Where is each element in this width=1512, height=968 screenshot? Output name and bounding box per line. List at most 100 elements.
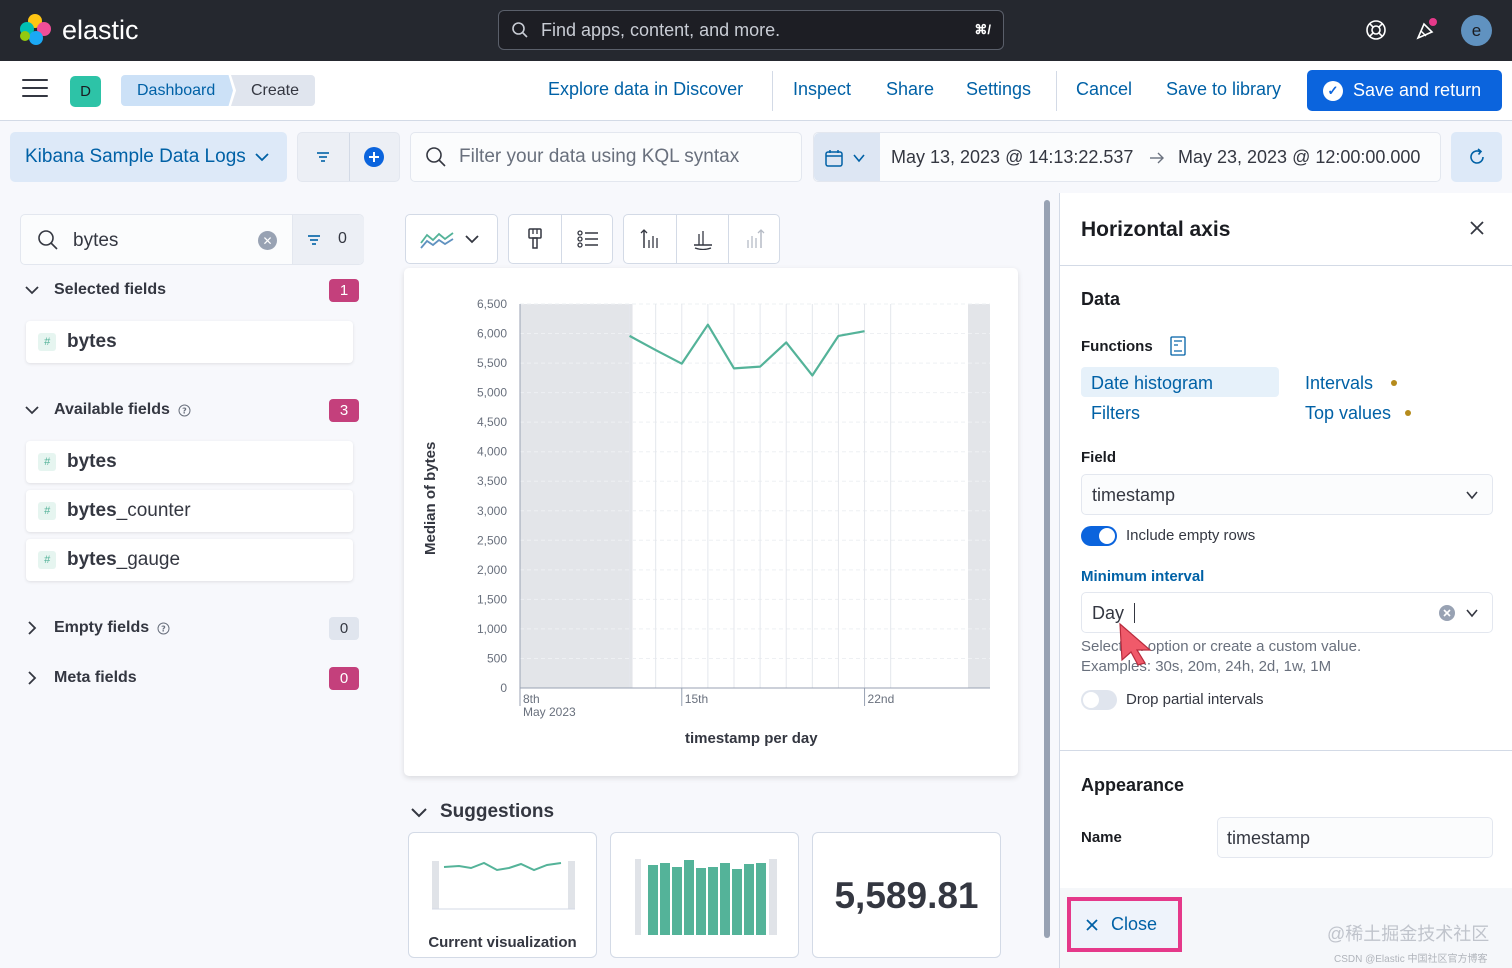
suggestion-bar-chart[interactable]: [610, 832, 799, 958]
clear-search-icon[interactable]: ✕: [258, 231, 277, 250]
help-icon[interactable]: [1360, 14, 1392, 46]
flyout-footer: Close: [1060, 888, 1512, 968]
field-select[interactable]: timestamp: [1081, 474, 1493, 515]
divider: [1060, 750, 1512, 751]
field-type-filter[interactable]: 0: [292, 215, 364, 264]
field-search-value: bytes: [73, 230, 119, 251]
available-fields-count: 3: [329, 399, 359, 422]
search-icon: [38, 230, 58, 250]
user-avatar[interactable]: e: [1461, 15, 1492, 46]
field-item-bytes-gauge[interactable]: # bytes_gauge: [26, 539, 353, 581]
metric-value: 5,589.81: [834, 875, 979, 916]
check-icon: ✓: [1323, 80, 1343, 101]
field-name: bytes: [67, 451, 117, 472]
bottom-axis-button[interactable]: [677, 215, 729, 263]
field-item-bytes-counter[interactable]: # bytes_counter: [26, 490, 353, 532]
selected-fields-toggle[interactable]: Selected fields: [24, 281, 166, 299]
date-range-picker: May 13, 2023 @ 14:13:22.537 May 23, 2023…: [813, 132, 1441, 182]
legend-options-button[interactable]: [562, 215, 614, 263]
app-bar: D Dashboard Create Explore data in Disco…: [0, 61, 1512, 121]
minimum-interval-combobox[interactable]: Day: [1081, 592, 1493, 633]
left-axis-icon: [640, 229, 658, 248]
breadcrumb-dashboard[interactable]: Dashboard: [121, 75, 233, 106]
suggestion-current[interactable]: Current visualization: [408, 832, 597, 958]
hamburger-menu-icon[interactable]: [22, 79, 48, 103]
settings-link[interactable]: Settings: [966, 79, 1032, 99]
global-search-input[interactable]: Find apps, content, and more. ⌘/: [498, 10, 1004, 50]
elastic-logo-icon: [20, 14, 52, 46]
meta-fields-count: 0: [329, 667, 359, 690]
news-feed-icon[interactable]: [1410, 14, 1442, 46]
calendar-icon: [825, 150, 843, 167]
incompatible-dot: [1405, 410, 1411, 416]
refresh-button[interactable]: [1451, 132, 1502, 182]
functions-label: Functions: [1081, 338, 1153, 355]
divider: [1060, 265, 1512, 266]
watermark-text: @稀土掘金技术社区: [1327, 924, 1490, 944]
inspect-link[interactable]: Inspect: [793, 79, 852, 99]
elastic-logo[interactable]: elastic: [20, 14, 139, 46]
save-to-library-link[interactable]: Save to library: [1166, 79, 1282, 99]
date-end[interactable]: May 23, 2023 @ 12:00:00.000: [1178, 147, 1421, 167]
function-filters[interactable]: Filters: [1091, 403, 1140, 423]
svg-text:?: ?: [182, 406, 187, 415]
search-icon: [512, 22, 528, 38]
space-avatar[interactable]: D: [70, 76, 101, 107]
filter-icon[interactable]: [316, 151, 330, 163]
data-view-picker[interactable]: Kibana Sample Data Logs: [10, 132, 287, 182]
workspace-scrollbar[interactable]: [1044, 200, 1050, 938]
meta-fields-toggle[interactable]: Meta fields: [24, 669, 137, 687]
date-start[interactable]: May 13, 2023 @ 14:13:22.537: [891, 147, 1134, 167]
suggestions-toggle[interactable]: Suggestions: [410, 801, 554, 823]
chevron-down-icon: [1466, 609, 1478, 618]
chart-type-switcher[interactable]: [405, 214, 498, 264]
share-link[interactable]: Share: [886, 79, 935, 99]
flyout-title: Horizontal axis: [1081, 218, 1231, 241]
field-item-bytes[interactable]: # bytes: [26, 441, 353, 483]
quick-date-menu[interactable]: [814, 133, 880, 181]
chart-panel: [404, 268, 1018, 776]
empty-fields-count: 0: [329, 617, 359, 640]
refresh-icon: [1469, 148, 1484, 164]
svg-text:?: ?: [161, 624, 166, 633]
clear-icon[interactable]: [1439, 605, 1455, 621]
chevron-down-icon: [25, 286, 39, 295]
visual-options-button[interactable]: [509, 215, 561, 263]
function-date-histogram[interactable]: Date histogram: [1091, 373, 1214, 393]
function-top-values[interactable]: Top values: [1305, 403, 1392, 423]
chevron-down-icon: [465, 235, 479, 244]
function-intervals[interactable]: Intervals: [1305, 373, 1374, 393]
name-input-value: timestamp: [1227, 828, 1311, 848]
field-label: Field: [1081, 449, 1117, 466]
suggestion-current-label: Current visualization: [428, 934, 577, 951]
field-search-input[interactable]: bytes ✕ 0: [20, 214, 364, 265]
selected-fields-count: 1: [329, 279, 359, 302]
left-axis-button[interactable]: [624, 215, 676, 263]
global-header: elastic Find apps, content, and more. ⌘/…: [0, 0, 1512, 61]
drop-partial-intervals-toggle[interactable]: [1081, 690, 1117, 710]
empty-fields-toggle[interactable]: Empty fields ?: [24, 619, 170, 637]
arrow-right-icon: [1150, 152, 1164, 164]
cancel-link[interactable]: Cancel: [1076, 79, 1133, 99]
line-chart-icon: [420, 232, 454, 249]
save-and-return-button[interactable]: ✓ Save and return: [1307, 70, 1502, 111]
search-icon: [426, 147, 446, 167]
suggestion-metric[interactable]: 5,589.81: [812, 832, 1001, 958]
right-axis-button: [729, 215, 781, 263]
add-filter-icon[interactable]: [364, 147, 384, 167]
info-icon: ?: [157, 622, 170, 634]
global-search-placeholder: Find apps, content, and more.: [541, 19, 781, 40]
number-field-type-icon: #: [38, 453, 56, 471]
explore-discover-link[interactable]: Explore data in Discover: [548, 79, 744, 99]
chevron-down-icon: [25, 406, 39, 415]
name-input[interactable]: timestamp: [1217, 817, 1493, 858]
close-icon[interactable]: [1468, 219, 1486, 237]
chevron-down-icon: [255, 153, 269, 162]
divider: [772, 71, 773, 111]
field-item-bytes-selected[interactable]: # bytes: [26, 321, 353, 363]
available-fields-toggle[interactable]: Available fields ?: [24, 401, 191, 419]
include-empty-rows-toggle[interactable]: [1081, 526, 1117, 546]
kql-query-input[interactable]: Filter your data using KQL syntax: [410, 132, 802, 182]
close-button[interactable]: Close: [1067, 897, 1182, 952]
documentation-icon[interactable]: [1170, 336, 1186, 356]
